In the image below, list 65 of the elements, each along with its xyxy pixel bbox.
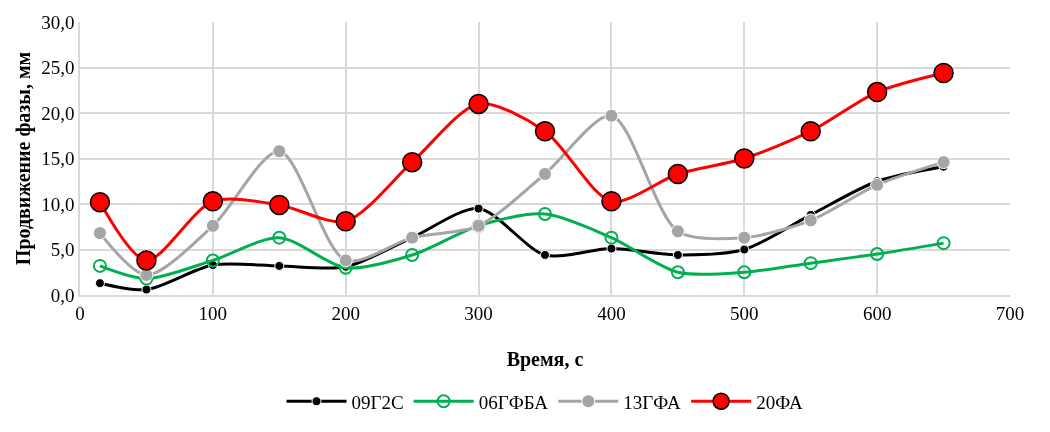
point xyxy=(92,226,107,241)
x-tick-label: 100 xyxy=(198,302,228,324)
point xyxy=(538,166,552,181)
point xyxy=(737,265,752,280)
point xyxy=(734,148,755,169)
x-tick-label: 400 xyxy=(597,302,626,324)
point xyxy=(89,191,111,213)
point xyxy=(468,93,489,115)
point xyxy=(473,203,484,214)
y-tick-label: 0,0 xyxy=(50,284,75,306)
x-tick-label: 0 xyxy=(75,302,85,324)
point xyxy=(936,155,951,170)
point xyxy=(667,163,689,185)
x-tick-label: 200 xyxy=(331,302,360,324)
point xyxy=(800,120,821,142)
point xyxy=(670,224,685,239)
point xyxy=(274,260,285,271)
point xyxy=(538,207,552,221)
point xyxy=(936,236,951,251)
x-tick-label: 300 xyxy=(464,302,493,324)
point xyxy=(338,253,353,268)
point xyxy=(866,81,888,103)
y-tick-label: 15,0 xyxy=(41,148,75,170)
point xyxy=(136,250,157,271)
point xyxy=(870,247,885,262)
point xyxy=(604,230,619,245)
point xyxy=(202,191,224,212)
y-tick-label: 30,0 xyxy=(41,11,75,33)
legend-label: 13ГФА xyxy=(623,391,682,413)
point xyxy=(670,265,685,280)
point xyxy=(205,253,220,268)
point xyxy=(92,258,107,273)
point xyxy=(205,218,220,233)
x-tick-label: 700 xyxy=(995,302,1025,324)
y-axis-title: Продвижение фазы, мм xyxy=(11,51,35,266)
point xyxy=(803,213,818,228)
point xyxy=(606,243,617,254)
point xyxy=(335,211,356,232)
point xyxy=(269,194,290,216)
legend-label: 20ФА xyxy=(756,391,803,413)
y-tick-label: 25,0 xyxy=(41,57,75,79)
point xyxy=(272,144,287,159)
point xyxy=(141,284,152,295)
y-tick-label: 5,0 xyxy=(50,239,75,261)
y-tick-label: 20,0 xyxy=(41,102,75,124)
x-axis-title: Время, с xyxy=(506,347,584,371)
point xyxy=(604,108,619,123)
point xyxy=(737,230,752,245)
point xyxy=(672,249,683,260)
y-tick-label: 10,0 xyxy=(41,193,75,215)
point xyxy=(601,191,622,212)
legend-label: 09Г2С xyxy=(351,391,404,413)
point xyxy=(401,151,423,173)
point xyxy=(870,177,885,192)
x-tick-label: 500 xyxy=(730,302,759,324)
point xyxy=(272,230,287,245)
point xyxy=(405,247,420,262)
point xyxy=(94,278,105,289)
x-tick-label: 600 xyxy=(862,302,892,324)
point xyxy=(739,244,750,255)
point xyxy=(933,62,954,84)
point xyxy=(803,256,818,271)
point xyxy=(534,120,556,142)
point xyxy=(540,249,550,260)
legend-label: 06ГФБА xyxy=(478,391,549,413)
